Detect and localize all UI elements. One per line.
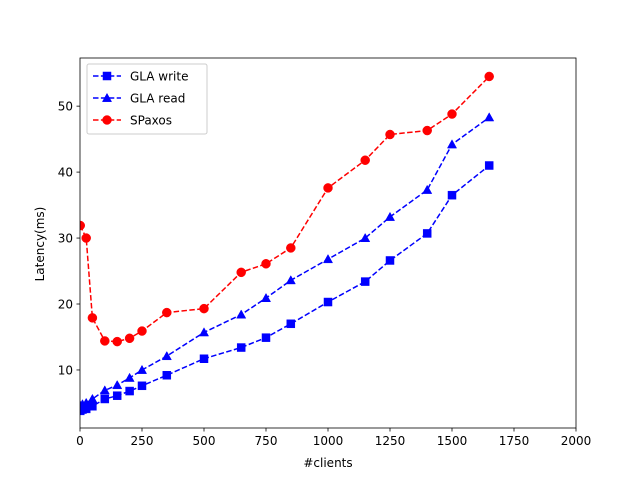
series-line <box>80 116 490 407</box>
data-point <box>360 155 370 165</box>
y-tick-label: 40 <box>58 165 73 179</box>
x-tick-label: 1500 <box>437 434 468 448</box>
legend: GLA write GLA read SPaxos <box>86 63 208 135</box>
data-point <box>100 336 110 346</box>
data-point <box>446 139 458 149</box>
data-point <box>286 243 296 253</box>
data-point <box>124 372 135 382</box>
data-point <box>484 161 494 170</box>
data-point <box>100 394 110 404</box>
data-point <box>260 292 272 303</box>
data-point <box>322 254 334 264</box>
y-tick-label: 20 <box>58 297 73 311</box>
data-point <box>198 327 210 337</box>
data-point <box>422 125 432 136</box>
y-axis-label: Latency(ms) <box>33 207 47 282</box>
x-tick-label: 1250 <box>375 434 406 448</box>
x-tick-label: 0 <box>76 434 84 448</box>
data-point <box>447 109 457 119</box>
data-point <box>161 350 172 361</box>
data-point <box>484 71 494 82</box>
y-tick-label: 50 <box>58 99 73 113</box>
data-point <box>236 343 246 352</box>
data-point <box>447 190 457 200</box>
data-point <box>261 333 271 342</box>
data-point <box>385 129 395 140</box>
data-point <box>112 391 122 400</box>
data-point <box>87 313 98 323</box>
series-gla-write <box>80 161 494 416</box>
data-point <box>323 183 333 193</box>
series-line <box>80 164 490 412</box>
data-point <box>81 233 91 243</box>
data-point <box>112 336 122 347</box>
data-point <box>422 229 432 238</box>
axes: 0 250 500 750 1000 1250 1500 1750 2000 10 20 30 40 50 <box>58 57 592 448</box>
data-point <box>323 297 333 307</box>
legend-marker <box>101 92 113 102</box>
x-tick-label: 1000 <box>313 434 344 448</box>
series-gla-read <box>80 112 495 410</box>
data-point <box>236 309 247 319</box>
legend-marker <box>102 115 112 125</box>
y-tick-label: 10 <box>58 363 73 377</box>
data-point <box>137 381 147 391</box>
legend-box <box>86 63 208 135</box>
data-point <box>125 386 134 396</box>
y-tick-label: 30 <box>58 231 73 245</box>
legend-label: GLA read <box>130 92 185 106</box>
data-point <box>199 303 209 314</box>
data-point <box>162 307 172 318</box>
data-point <box>124 333 135 344</box>
data-point <box>422 184 433 194</box>
data-point <box>112 380 123 390</box>
legend-label: SPaxos <box>130 114 172 128</box>
legend-item: GLA write <box>93 70 188 84</box>
data-point <box>360 232 371 242</box>
data-point <box>261 259 271 269</box>
data-point <box>385 256 395 265</box>
data-point <box>384 211 396 221</box>
legend-label: GLA write <box>130 70 188 84</box>
x-tick-label: 500 <box>193 434 216 448</box>
data-point <box>236 267 246 278</box>
data-point <box>87 393 98 403</box>
x-tick-label: 750 <box>255 434 278 448</box>
data-point <box>136 364 148 374</box>
plot-area <box>80 71 495 416</box>
x-tick-label: 1750 <box>499 434 530 448</box>
data-point <box>285 275 296 285</box>
data-point <box>484 112 495 122</box>
legend-marker <box>102 71 112 81</box>
series-spaxos <box>80 71 494 347</box>
data-point <box>286 319 296 329</box>
data-point <box>99 385 110 395</box>
x-axis-label: #clients <box>303 456 352 470</box>
data-point <box>137 326 147 336</box>
data-point <box>162 370 172 380</box>
x-tick-label: 2000 <box>561 434 592 448</box>
legend-item: GLA read <box>93 92 185 106</box>
data-point <box>199 354 209 363</box>
data-point <box>360 277 370 286</box>
legend-item: SPaxos <box>93 114 172 128</box>
x-tick-label: 250 <box>131 434 154 448</box>
